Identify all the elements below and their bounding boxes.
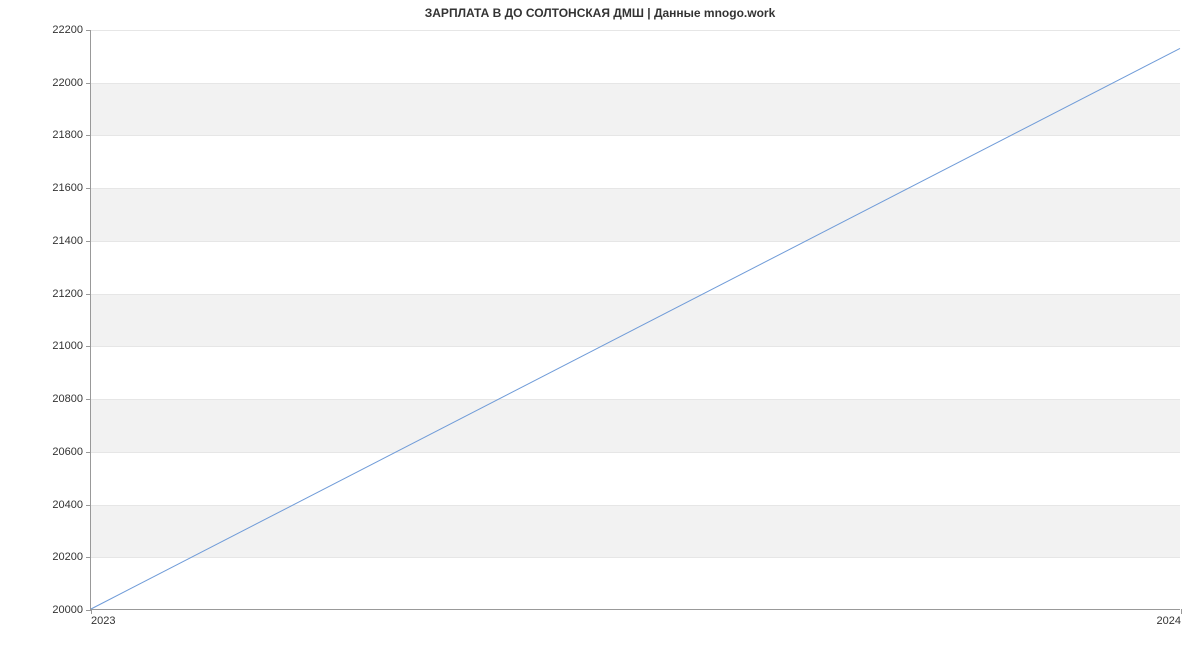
y-tick-label: 20000 [52, 604, 83, 616]
x-tick-mark [91, 609, 92, 614]
y-tick-label: 20200 [52, 551, 83, 563]
series-line-salary [91, 48, 1180, 609]
y-tick-label: 20800 [52, 393, 83, 405]
x-tick-label: 2024 [1157, 615, 1181, 627]
y-tick-label: 22200 [52, 24, 83, 36]
y-tick-label: 22000 [52, 77, 83, 89]
y-tick-label: 20600 [52, 446, 83, 458]
x-tick-label: 2023 [91, 615, 115, 627]
y-tick-label: 21800 [52, 129, 83, 141]
chart-line-layer [91, 30, 1180, 609]
y-tick-label: 20400 [52, 499, 83, 511]
y-tick-label: 21200 [52, 288, 83, 300]
y-tick-label: 21400 [52, 235, 83, 247]
chart-title: ЗАРПЛАТА В ДО СОЛТОНСКАЯ ДМШ | Данные mn… [0, 6, 1200, 20]
y-tick-label: 21000 [52, 340, 83, 352]
plot-area: 2000020200204002060020800210002120021400… [90, 30, 1180, 610]
x-tick-mark [1181, 609, 1182, 614]
y-tick-label: 21600 [52, 182, 83, 194]
